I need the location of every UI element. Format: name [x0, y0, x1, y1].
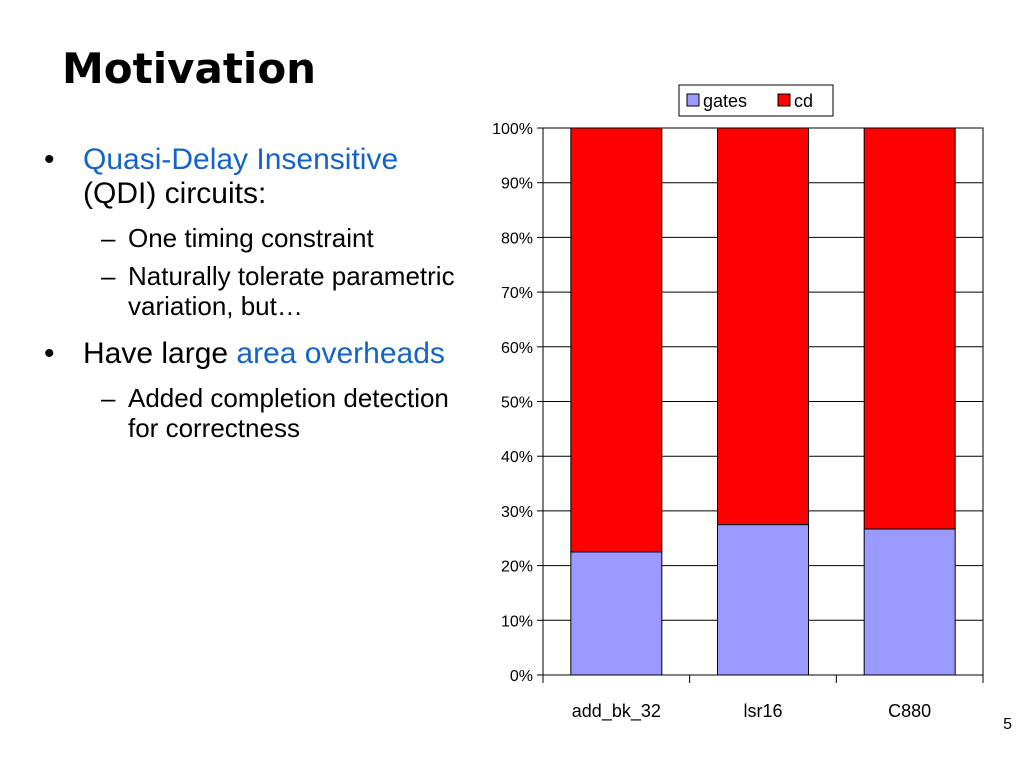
y-tick-label: 60%: [501, 340, 533, 357]
y-tick-label: 80%: [501, 230, 533, 247]
y-tick-label: 30%: [501, 504, 533, 521]
x-tick-label: C880: [888, 701, 931, 721]
highlighted-text: area overheads: [236, 337, 445, 370]
x-tick-label: add_bk_32: [572, 701, 661, 722]
y-tick-label: 20%: [501, 559, 533, 576]
y-tick-label: 0%: [510, 668, 533, 685]
bar-gates: [717, 524, 809, 676]
legend-swatch-gates: [686, 93, 700, 107]
bullet-item: Quasi-Delay Insensitive (QDI) circuits:: [44, 143, 464, 211]
bullet-text: (QDI) circuits:: [83, 177, 267, 210]
legend-label-gates: gates: [703, 91, 747, 111]
sub-bullet-item: Naturally tolerate parametric variation,…: [44, 261, 464, 321]
bullet-item: Have large area overheads: [44, 337, 464, 371]
y-tick-label: 50%: [501, 395, 533, 412]
y-tick-label: 100%: [492, 121, 533, 138]
y-tick-label: 10%: [501, 613, 533, 630]
bar-gates: [863, 528, 956, 676]
legend-swatch-cd: [777, 93, 791, 107]
slide-title: Motivation: [62, 44, 317, 93]
legend-label-cd: cd: [794, 91, 813, 111]
y-tick-label: 40%: [501, 449, 533, 466]
bullet-text: Have large: [83, 337, 237, 370]
page-number: 5: [1003, 716, 1012, 733]
sub-bullet-list: One timing constraint Naturally tolerate …: [44, 223, 464, 321]
legend-box: [678, 84, 834, 117]
bar-cd: [863, 127, 956, 530]
bar-cd: [717, 127, 809, 526]
bullet-list: Quasi-Delay Insensitive (QDI) circuits: O…: [44, 143, 464, 459]
highlighted-text: Quasi-Delay Insensitive: [83, 143, 399, 176]
sub-bullet-item: Added completion detection for correctne…: [44, 383, 464, 443]
bar-gates: [570, 551, 663, 676]
sub-bullet-item: One timing constraint: [44, 223, 464, 253]
y-tick-label: 90%: [501, 176, 533, 193]
bar-cd: [570, 127, 663, 553]
sub-bullet-list: Added completion detection for correctne…: [44, 383, 464, 443]
y-tick-label: 70%: [501, 285, 533, 302]
x-tick-label: lsr16: [743, 701, 782, 721]
